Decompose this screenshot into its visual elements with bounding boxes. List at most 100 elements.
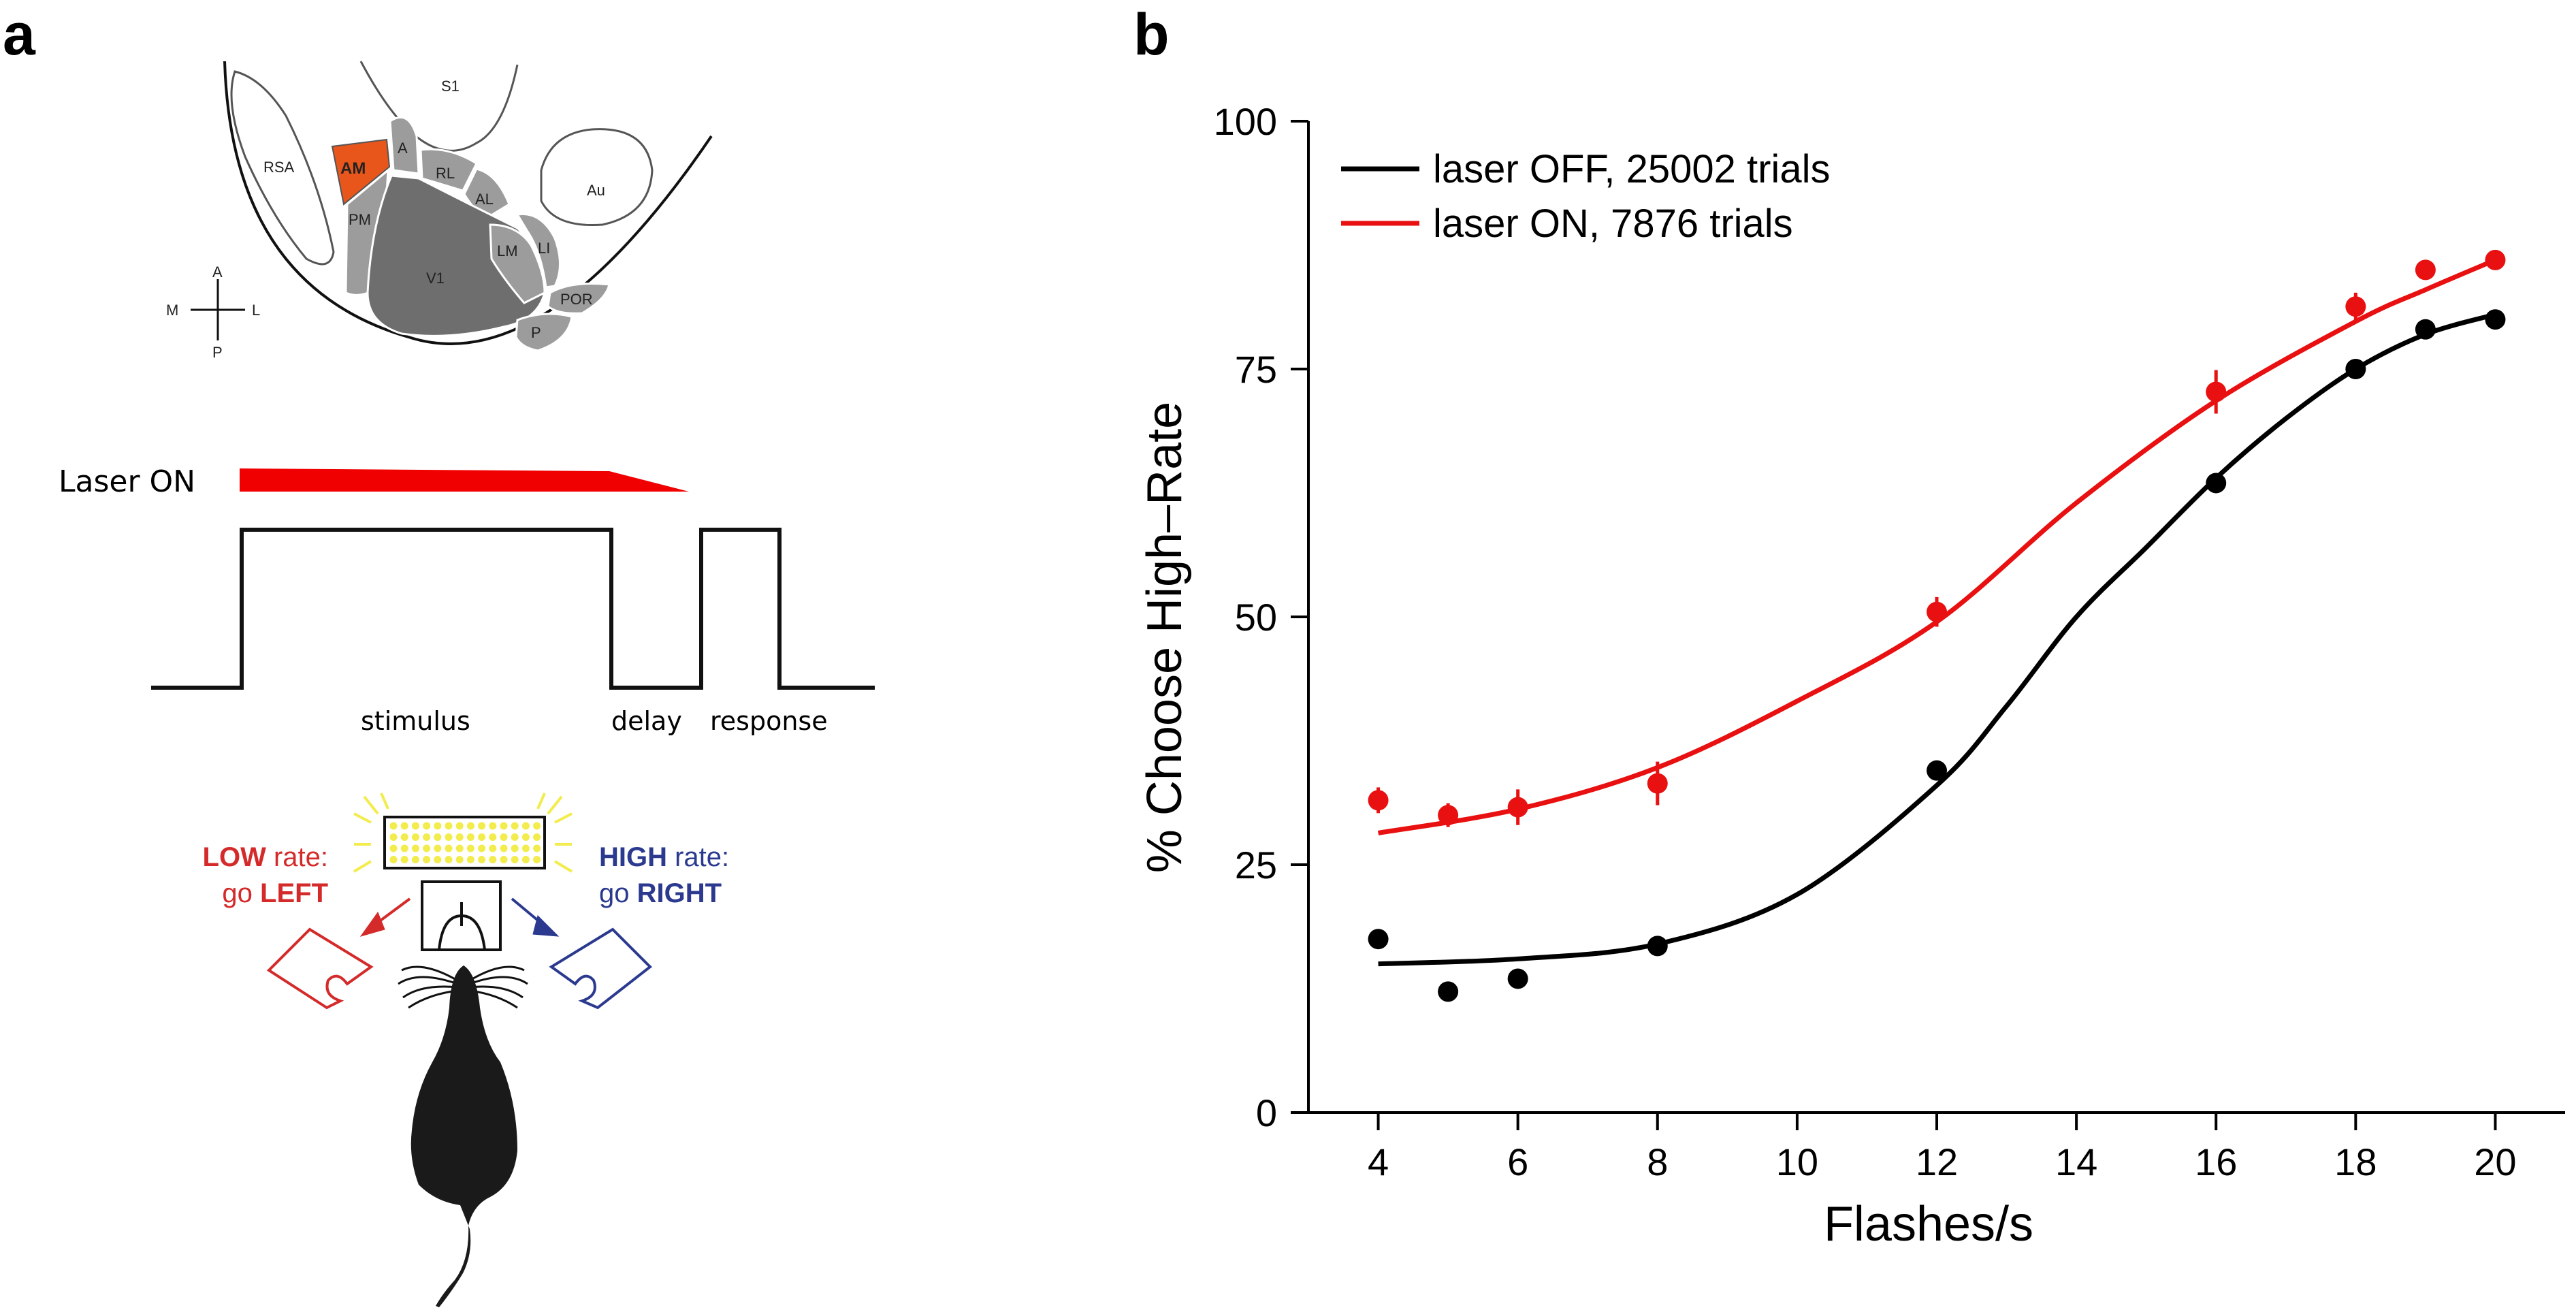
- area-am: [331, 138, 391, 206]
- area-label-rl: RL: [436, 165, 455, 182]
- brain-outline: [223, 61, 713, 345]
- led-dot: [521, 822, 530, 830]
- led-dot: [445, 833, 453, 841]
- data-point: [1507, 797, 1528, 818]
- data-point: [1368, 929, 1389, 950]
- data-point: [1438, 981, 1459, 1002]
- led-dot: [434, 833, 442, 841]
- led-dot: [478, 822, 486, 830]
- x-tick-label: 10: [1776, 1140, 1818, 1183]
- data-point: [1927, 760, 1947, 781]
- data-point: [1927, 601, 1947, 622]
- arrow-left: [359, 897, 411, 937]
- led-dot: [478, 833, 486, 841]
- led-dot: [478, 856, 486, 863]
- y-tick-label: 100: [1214, 100, 1277, 143]
- laser-bar: [240, 468, 689, 492]
- data-point: [2485, 309, 2506, 330]
- led-dot: [489, 822, 497, 830]
- led-dot: [434, 844, 442, 852]
- led-dot: [466, 822, 474, 830]
- go-left-text: go LEFT: [222, 878, 328, 908]
- area-label-p: P: [531, 324, 541, 341]
- led-dot: [533, 833, 541, 841]
- high-rest: rate:: [667, 842, 729, 872]
- led-dot: [500, 822, 508, 830]
- panel-b-letter: b: [1133, 2, 1170, 67]
- data-point: [2206, 473, 2227, 494]
- x-tick-label: 6: [1507, 1140, 1528, 1183]
- led-dots: [389, 822, 541, 863]
- mouse: [410, 965, 517, 1307]
- led-dot: [411, 856, 419, 863]
- task-schematic: LOW rate: go LEFT HIGH rate: go RIGHT: [203, 793, 729, 1307]
- led-dot: [411, 844, 419, 852]
- psychometric-chart: 0 25 50 75 100 4 6 8 10 12 14 16 18 20 laser OFF, 25…: [1138, 100, 2565, 1251]
- delay-label: delay: [611, 706, 682, 736]
- fit-curves: [1377, 257, 2496, 967]
- area-label-am: AM: [340, 159, 366, 178]
- data-point: [2485, 249, 2506, 270]
- compass-p: P: [212, 344, 223, 361]
- led-dot: [533, 856, 541, 863]
- led-dot: [466, 844, 474, 852]
- led-dot: [389, 856, 398, 863]
- compass-l: L: [252, 302, 260, 319]
- go-right-prefix: go: [599, 878, 637, 908]
- whiskers: [398, 965, 528, 1009]
- cortex-map: S1 RSA AM A RL AL PM V1 LM LI POR P Au: [223, 61, 713, 352]
- x-tick-label: 18: [2334, 1140, 2377, 1183]
- go-right-text: go RIGHT: [599, 878, 722, 908]
- led-dot: [511, 844, 519, 852]
- led-dot: [423, 844, 431, 852]
- area-label-al: AL: [475, 191, 494, 208]
- led-dot: [489, 844, 497, 852]
- data-point: [1368, 790, 1389, 811]
- led-dot: [400, 856, 408, 863]
- center-port: [421, 880, 502, 951]
- compass-m: M: [166, 302, 178, 319]
- led-dot: [445, 822, 453, 830]
- led-dot: [455, 844, 464, 852]
- led-dot: [500, 833, 508, 841]
- led-dot: [389, 822, 398, 830]
- compass-a: A: [212, 263, 223, 281]
- legend-label: laser OFF, 25002 trials: [1433, 147, 1830, 191]
- area-label-pm: PM: [349, 211, 371, 228]
- x-tick-label: 16: [2195, 1140, 2237, 1183]
- led-dot: [533, 822, 541, 830]
- y-ticks: 0 25 50 75 100: [1214, 100, 1308, 1134]
- data-point: [2206, 381, 2227, 402]
- right-port: [549, 927, 653, 1010]
- led-dot: [455, 833, 464, 841]
- x-axis-title: Flashes/s: [1824, 1197, 2033, 1251]
- led-panel: [383, 816, 546, 869]
- led-dot: [521, 856, 530, 863]
- area-p: [515, 313, 573, 352]
- y-tick-label: 50: [1235, 596, 1277, 639]
- arrow-right: [511, 897, 560, 937]
- area-label-lm: LM: [497, 242, 518, 259]
- led-dot: [511, 833, 519, 841]
- area-rsa: [230, 70, 335, 266]
- data-point: [2415, 319, 2436, 340]
- y-tick-label: 0: [1256, 1091, 1277, 1134]
- y-tick-label: 25: [1235, 844, 1277, 886]
- led-dot: [489, 833, 497, 841]
- go-left-prefix: go: [222, 878, 260, 908]
- data-point: [1507, 968, 1528, 989]
- led-dot: [400, 822, 408, 830]
- light-rays: [353, 793, 573, 873]
- data-points: [1368, 249, 2506, 1002]
- led-dot: [423, 833, 431, 841]
- stimulus-trace: [151, 528, 875, 690]
- stimulus-label: stimulus: [361, 706, 470, 736]
- led-dot: [411, 822, 419, 830]
- data-point: [1647, 773, 1668, 794]
- data-point: [1438, 805, 1459, 826]
- area-lm: [489, 223, 546, 304]
- area-label-au: Au: [587, 182, 605, 199]
- high-rate-text: HIGH rate:: [599, 842, 729, 872]
